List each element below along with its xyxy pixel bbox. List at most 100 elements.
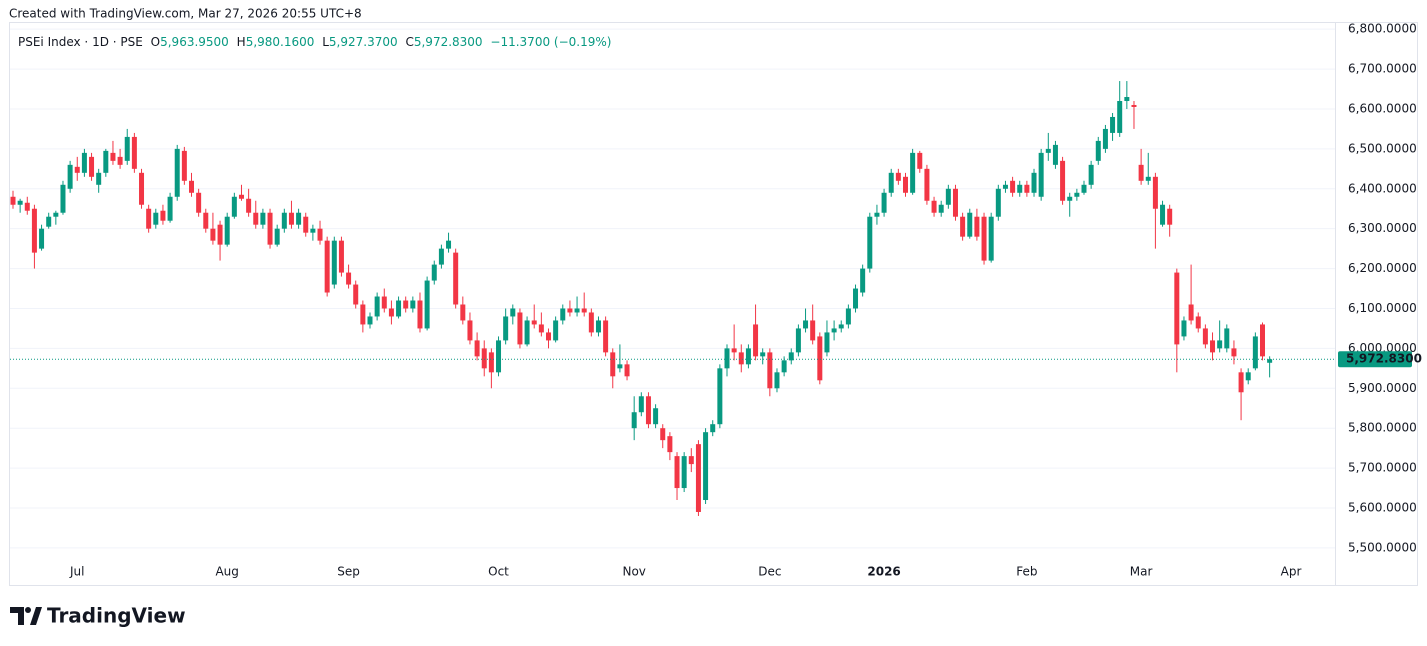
candle-body [24,202,30,211]
y-tick-label: 6,400.0000 [1348,181,1417,195]
candle-body [1024,184,1030,193]
candle-body [795,328,801,353]
candle-body [417,300,423,329]
last-price-label: 5,972.8300 [1346,352,1422,366]
candle-body [146,208,152,229]
candle-body [467,320,473,341]
candle-body [603,320,609,353]
candle-body [1045,148,1051,153]
candle-body [767,352,773,389]
candle-body [303,216,309,233]
candle-body [995,188,1001,217]
candle-body [1174,272,1180,345]
candle-body [867,216,873,269]
candle-body [131,136,137,169]
candle-body [760,352,766,357]
logo-icon-slash [30,607,42,625]
candle-body [710,424,716,433]
candle-body [403,300,409,309]
candle-body [888,172,894,193]
candle-body [1267,359,1273,363]
candle-body [988,216,994,261]
y-tick-label: 6,500.0000 [1348,141,1417,155]
x-tick-label: Dec [758,565,781,579]
candle-body [831,328,837,333]
candle-body [310,228,316,233]
candle-body [160,210,166,221]
legend-close-label: C [405,35,413,49]
candle-body [253,212,259,225]
candle-body [1188,304,1194,321]
legend-high-label: H [237,35,246,49]
candle-body [1195,316,1201,329]
candle-body [910,152,916,193]
x-tick-label: Apr [1281,565,1302,579]
candle-body [595,320,601,333]
candle-body [981,216,987,261]
candle-body [346,272,352,285]
candle-body [781,360,787,373]
candle-body [1088,164,1094,185]
legend-high: 5,980.1600 [246,35,315,49]
y-tick-label: 6,600.0000 [1348,101,1417,115]
y-tick-label: 5,900.0000 [1348,381,1417,395]
candle-body [67,164,73,189]
candle-body [1067,196,1073,201]
candle-body [10,196,16,205]
candle-body [324,240,330,293]
candle-body [224,216,230,245]
candle-body [938,204,944,213]
candle-body [724,348,730,369]
y-tick-label: 6,800.0000 [1348,22,1417,36]
candle-body [1152,176,1158,209]
created-note: Created with TradingView.com, Mar 27, 20… [9,7,362,21]
candle-body [510,308,516,317]
y-tick-label: 6,100.0000 [1348,301,1417,315]
candle-body [974,216,980,237]
candle-body [74,166,80,173]
candle-body [1124,97,1130,102]
candle-body [560,308,566,321]
plot-area: 5,500.0000 5,600.0000 5,700.0000 5,800.0000… [10,22,1422,579]
candle-body [288,212,294,225]
candle-body [588,312,594,333]
candle-body [574,308,580,313]
candle-body [103,150,109,173]
candle-body [410,300,416,309]
candle-body [1074,192,1080,197]
candle-body [388,308,394,317]
y-tick-label: 5,500.0000 [1348,540,1417,554]
candle-body [631,412,637,429]
candle-body [681,456,687,489]
legend-open: 5,963.9500 [160,35,229,49]
candle-body [1260,324,1265,357]
candle-body [546,332,551,341]
candle-body [438,248,444,265]
candle-body [1010,180,1016,193]
candle-body [810,320,816,341]
candle-body [1252,336,1258,369]
candle-body [624,364,630,377]
candle-body [139,172,145,205]
candle-body [1145,176,1151,181]
candle-body [695,444,701,512]
candle-body [945,188,951,205]
x-tick-label: Oct [488,565,509,579]
y-tick-label: 5,700.0000 [1348,461,1417,475]
candle-body [1245,372,1251,381]
candle-body [46,216,52,227]
candle-body [231,196,237,217]
candle-body [960,216,966,237]
candle-body [531,320,537,325]
candle-body [553,320,559,341]
candle-body [1231,348,1237,357]
candle-body [845,308,851,325]
candle-body [853,288,859,309]
candle-body [1017,184,1023,193]
candle-body [924,168,930,201]
candle-body [210,228,216,241]
candle-body [745,348,751,365]
logo: TradingView [10,604,186,628]
candle-body [1160,204,1166,225]
